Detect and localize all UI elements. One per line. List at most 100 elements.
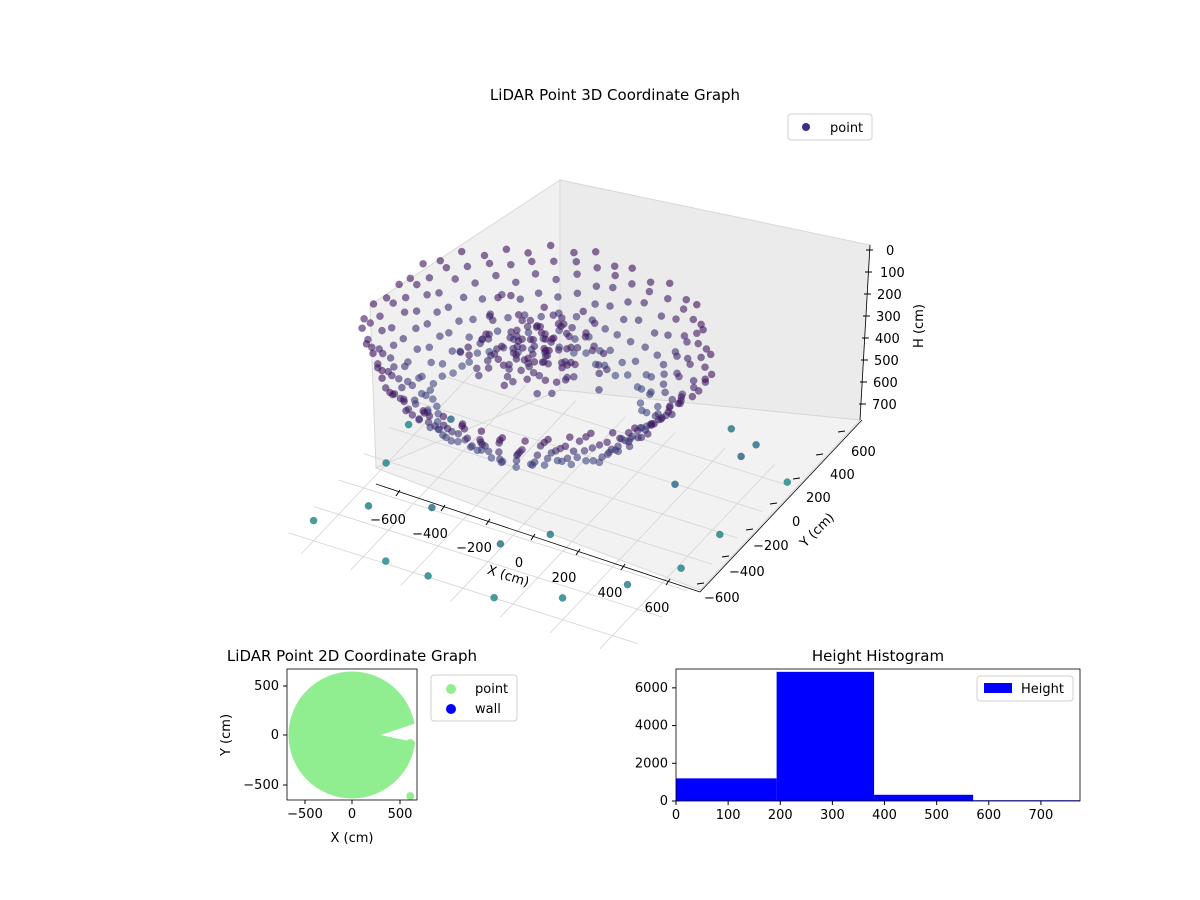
lidar-point xyxy=(701,375,710,384)
lidar-point xyxy=(364,502,373,510)
z-ticks: 0 100 200 300 400 500 600 700 xyxy=(859,244,905,413)
lidar-point xyxy=(400,362,409,371)
lidar-point xyxy=(456,348,465,357)
lidar-point xyxy=(644,430,652,438)
lidar-point xyxy=(425,273,434,282)
lidar-point xyxy=(637,385,646,393)
lidar-point xyxy=(631,424,639,432)
lidar-point xyxy=(530,458,539,466)
lidar-point xyxy=(573,289,582,298)
lidar-point xyxy=(454,429,463,438)
y-ticks-2d: 500 0 −500 xyxy=(243,679,287,793)
histogram-bar xyxy=(874,794,974,801)
lidar-point xyxy=(388,371,396,380)
lidar-point xyxy=(659,380,668,389)
lidar-point xyxy=(573,343,582,352)
point-disc-2d xyxy=(288,669,417,800)
lidar-point xyxy=(570,372,578,381)
z-axis-line xyxy=(859,244,871,421)
lidar-point xyxy=(650,329,659,337)
lidar-point xyxy=(447,437,456,445)
lidar-point xyxy=(573,453,582,462)
lidar-point xyxy=(563,454,572,463)
lidar-point xyxy=(400,308,409,317)
lidar-point xyxy=(694,339,703,348)
grid-line xyxy=(413,400,763,512)
lidar-point xyxy=(474,371,483,380)
lidar-point xyxy=(358,324,366,333)
lidar-point xyxy=(686,360,694,369)
lidar-point xyxy=(433,308,441,316)
x-tick-label: 200 xyxy=(552,571,577,586)
lidar-point xyxy=(424,572,432,580)
lidar-point xyxy=(415,415,424,423)
lidar-point xyxy=(394,374,403,383)
lidar-point xyxy=(493,327,502,336)
lidar-point xyxy=(543,454,552,463)
lidar-point xyxy=(672,315,680,323)
z-tick-label: 400 xyxy=(875,332,900,347)
lidar-point xyxy=(610,262,619,271)
lidar-point xyxy=(369,349,377,358)
lidar-point xyxy=(593,263,602,272)
point-marker xyxy=(405,739,415,749)
lidar-point xyxy=(628,280,636,288)
lidar-point xyxy=(541,335,550,343)
lidar-point xyxy=(524,354,532,363)
plot-frame-histogram xyxy=(675,668,1081,802)
lidar-point xyxy=(580,446,589,455)
x-tick-label: 600 xyxy=(645,601,670,616)
lidar-point xyxy=(492,271,500,280)
y-tick-label: 200 xyxy=(806,491,831,506)
lidar-point xyxy=(568,323,576,332)
lidar-point xyxy=(541,376,550,385)
lidar-point xyxy=(378,326,386,335)
lidar-point xyxy=(529,335,538,344)
lidar-point xyxy=(411,400,420,408)
lidar-point xyxy=(449,369,457,377)
lidar-point xyxy=(378,349,387,358)
lidar-point xyxy=(682,295,691,304)
lidar-point xyxy=(592,282,601,291)
lidar-point xyxy=(444,303,453,312)
lidar-point xyxy=(673,352,681,361)
lidar-point xyxy=(557,322,565,331)
chart-2d-title: LiDAR Point 2D Coordinate Graph xyxy=(227,647,477,665)
histogram-x-tick-label: 600 xyxy=(976,808,1001,823)
chart-2d: LiDAR Point 2D Coordinate Graph −500 0 5… xyxy=(219,647,518,846)
lidar-point xyxy=(646,278,655,287)
lidar-point xyxy=(402,406,410,415)
lidar-point xyxy=(457,247,466,256)
lidar-point xyxy=(528,257,536,266)
lidar-point xyxy=(598,453,606,461)
y-ticks: −600 −400 −200 0 200 400 600 xyxy=(696,430,876,606)
lidar-point xyxy=(412,280,421,289)
disc-notch xyxy=(380,722,417,743)
lidar-point xyxy=(435,289,443,297)
lidar-point xyxy=(537,312,546,321)
y-tick-label: 400 xyxy=(830,468,855,483)
lidar-point xyxy=(646,390,654,399)
lidar-point xyxy=(636,399,645,407)
lidar-point xyxy=(395,280,403,289)
lidar-point xyxy=(614,442,622,451)
lidar-point xyxy=(631,357,640,366)
lidar-point xyxy=(503,372,512,381)
lidar-point xyxy=(419,407,428,415)
x-tick-label: −400 xyxy=(412,527,448,542)
lidar-point xyxy=(478,335,487,343)
lidar-point xyxy=(381,384,390,392)
lidar-point xyxy=(659,360,668,369)
lidar-point xyxy=(523,322,532,331)
lidar-point xyxy=(581,332,590,341)
lidar-point xyxy=(427,358,436,367)
lidar-point xyxy=(609,283,617,292)
lidar-point xyxy=(309,516,318,525)
histogram-x-tick-label: 200 xyxy=(768,808,793,823)
lidar-point xyxy=(436,332,444,341)
lidar-point xyxy=(752,440,760,449)
lidar-point xyxy=(369,300,378,308)
lidar-point xyxy=(373,363,382,372)
lidar-point xyxy=(674,399,683,408)
lidar-point xyxy=(381,557,390,565)
